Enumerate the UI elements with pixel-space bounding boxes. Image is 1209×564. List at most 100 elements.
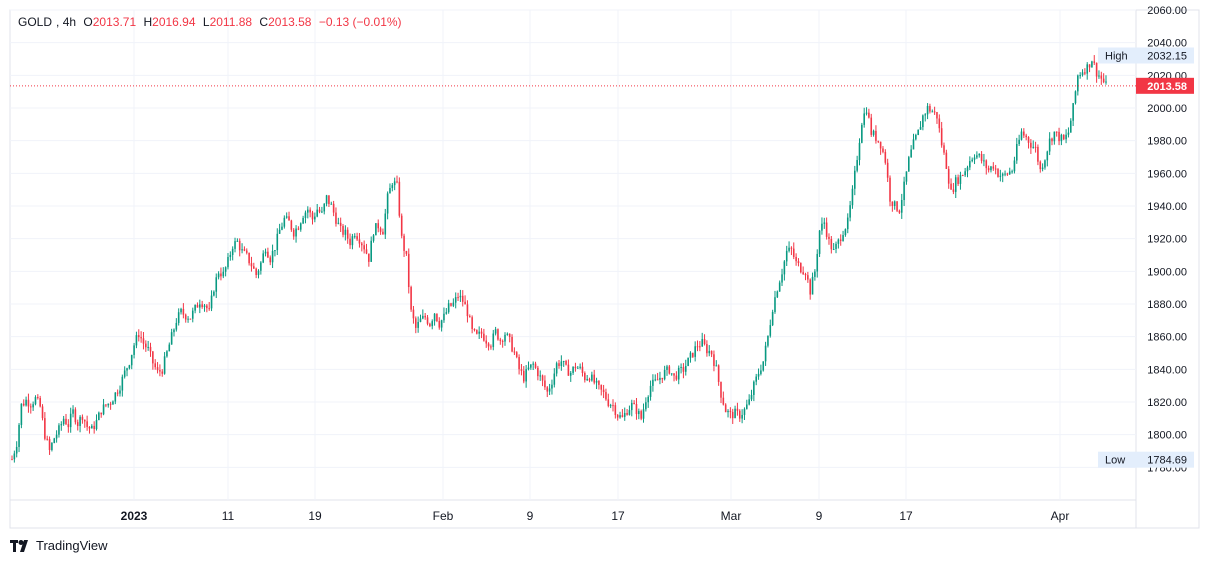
candle bbox=[851, 185, 854, 209]
legend-open-key: O bbox=[83, 15, 93, 29]
candle-body bbox=[931, 111, 934, 113]
candle bbox=[553, 368, 556, 388]
candle bbox=[900, 193, 903, 219]
candle bbox=[612, 399, 614, 412]
candle bbox=[537, 365, 539, 381]
candle bbox=[440, 319, 443, 332]
candle-body bbox=[346, 229, 349, 239]
low-marker-bg bbox=[1098, 451, 1194, 468]
candle-body bbox=[858, 142, 861, 161]
candle-body bbox=[1018, 139, 1020, 145]
candle bbox=[386, 191, 389, 220]
candle-body bbox=[227, 257, 229, 268]
candle-body bbox=[750, 394, 753, 400]
candle-body bbox=[713, 354, 715, 366]
candle bbox=[743, 407, 746, 420]
candle-body bbox=[100, 412, 103, 415]
candle bbox=[142, 331, 145, 350]
candle bbox=[567, 359, 570, 376]
candle-body bbox=[567, 364, 570, 376]
candle bbox=[229, 251, 232, 261]
candle bbox=[584, 371, 586, 383]
candle-body bbox=[349, 238, 351, 246]
candle bbox=[689, 351, 692, 363]
candle bbox=[391, 183, 394, 192]
candle bbox=[187, 316, 189, 323]
candle-body bbox=[891, 201, 894, 207]
candle-body bbox=[288, 216, 290, 221]
candle bbox=[736, 402, 739, 416]
candle bbox=[51, 442, 53, 452]
candle bbox=[905, 171, 908, 185]
candle-body bbox=[642, 409, 645, 419]
candle bbox=[473, 328, 476, 332]
candle bbox=[128, 364, 131, 370]
candle-body bbox=[297, 228, 300, 230]
candle-body bbox=[133, 345, 135, 355]
candle-body bbox=[1065, 134, 1067, 140]
candle bbox=[170, 328, 173, 345]
candle bbox=[783, 260, 786, 281]
candle-body bbox=[731, 412, 734, 419]
candle bbox=[346, 227, 349, 244]
candle bbox=[971, 157, 973, 163]
last-price-tag bbox=[1136, 77, 1194, 94]
candle-body bbox=[907, 157, 910, 172]
candle bbox=[412, 305, 415, 324]
candle bbox=[163, 352, 166, 375]
candle-body bbox=[299, 223, 302, 230]
candle-body bbox=[1058, 131, 1060, 142]
candle-body bbox=[109, 403, 112, 405]
candle bbox=[328, 195, 330, 207]
candle-body bbox=[788, 247, 790, 251]
candle-body bbox=[966, 167, 969, 172]
candle-body bbox=[999, 175, 1002, 177]
candle-body bbox=[933, 111, 936, 113]
candle bbox=[1091, 60, 1093, 68]
candle bbox=[731, 408, 734, 424]
candle-body bbox=[992, 166, 995, 169]
candle bbox=[802, 266, 804, 275]
candle bbox=[490, 344, 492, 350]
candle-body bbox=[93, 425, 95, 430]
candle bbox=[325, 194, 328, 207]
candle-body bbox=[433, 313, 436, 322]
candle-body bbox=[196, 304, 199, 308]
candle bbox=[269, 255, 272, 266]
candle bbox=[405, 250, 408, 256]
candle bbox=[896, 201, 898, 213]
candle bbox=[208, 301, 211, 311]
candle-body bbox=[360, 243, 363, 246]
candle bbox=[893, 200, 896, 210]
candle bbox=[497, 328, 499, 341]
candle bbox=[694, 341, 696, 362]
candle bbox=[534, 361, 537, 369]
candle bbox=[680, 363, 682, 374]
candle-body bbox=[410, 287, 412, 310]
time-tick-label: 2023 bbox=[121, 509, 148, 523]
candle-body bbox=[1006, 173, 1009, 175]
tradingview-brand[interactable]: TradingView bbox=[10, 538, 108, 553]
candle bbox=[849, 200, 851, 222]
candle-body bbox=[18, 424, 20, 447]
candle bbox=[438, 317, 441, 330]
candle-body bbox=[417, 321, 419, 328]
candle-body bbox=[851, 188, 854, 206]
candle-body bbox=[865, 112, 868, 114]
candle bbox=[220, 267, 222, 281]
candle bbox=[133, 342, 135, 359]
candle-body bbox=[1088, 64, 1091, 68]
candle-body bbox=[140, 337, 142, 339]
candle bbox=[630, 399, 633, 417]
candle bbox=[483, 328, 485, 342]
candle-body bbox=[900, 200, 903, 213]
candle-body bbox=[135, 335, 138, 346]
candle bbox=[600, 384, 603, 396]
candle-body bbox=[145, 343, 147, 348]
candle bbox=[339, 217, 342, 233]
candle-body bbox=[1046, 151, 1049, 161]
time-tick-label: 9 bbox=[527, 509, 534, 523]
candle bbox=[332, 200, 335, 217]
